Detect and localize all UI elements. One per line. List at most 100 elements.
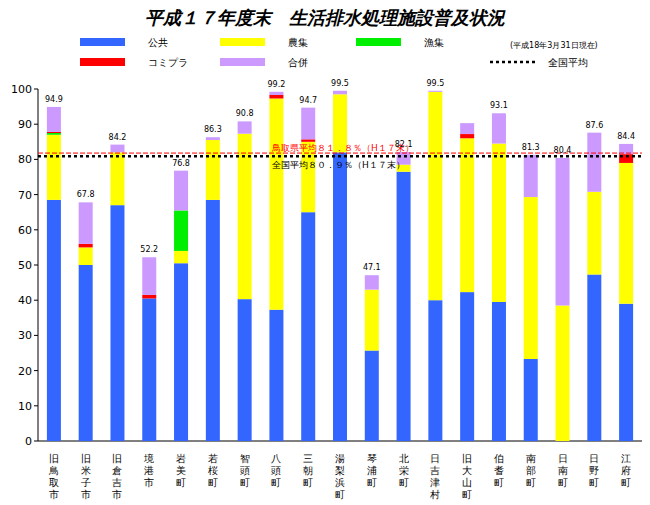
legend-swatch	[490, 61, 535, 64]
bar-segment	[428, 91, 442, 92]
x-tick-label: 伯耆町	[494, 453, 504, 488]
legend-swatch	[220, 58, 265, 66]
bar-segment	[587, 275, 601, 441]
total-label: 99.5	[426, 79, 444, 88]
x-tick-label: 境港市	[143, 453, 154, 488]
x-tick-char: 町	[526, 477, 536, 488]
bar-segment	[174, 251, 188, 263]
y-tick-label: 0	[25, 435, 32, 448]
bar-segment	[142, 257, 156, 295]
x-tick-label: 八頭町	[271, 453, 281, 488]
x-tick-char: 境	[143, 453, 154, 464]
x-tick-char: 智	[240, 453, 250, 464]
total-label: 76.8	[172, 159, 190, 168]
x-tick-char: 若	[208, 453, 218, 464]
bar-segment	[587, 192, 601, 275]
legend-swatch	[80, 58, 125, 66]
bar-segment	[269, 310, 283, 441]
x-tick-char: 津	[430, 477, 440, 488]
x-tick-label: 江府町	[621, 453, 631, 488]
x-tick-char: 市	[144, 477, 154, 488]
total-label: 94.7	[299, 96, 317, 105]
y-tick	[34, 124, 38, 125]
x-tick-char: 頭	[271, 465, 281, 476]
x-tick-char: 日	[589, 453, 599, 464]
x-tick-char: 旧	[81, 453, 91, 464]
bar-segment	[460, 123, 474, 134]
x-tick-label: 日南町	[558, 453, 568, 488]
chart: 平成１７年度末 生活排水処理施設普及状況(平成18年3月31日現在)公共農集漁集…	[0, 0, 650, 505]
bar-segment	[524, 155, 538, 197]
x-tick-char: 三	[303, 453, 313, 464]
x-tick-label: 湯梨浜町	[335, 453, 345, 500]
total-label: 93.1	[490, 101, 508, 110]
bar-segment	[524, 359, 538, 441]
bar-segment	[587, 133, 601, 192]
bar-segment	[110, 205, 124, 441]
x-tick-char: 伯	[494, 453, 504, 464]
subtitle: (平成18年3月31日現在)	[510, 41, 598, 50]
bar-segment	[79, 244, 93, 248]
reference-label: 鳥取県平均８１．８％（H１７末）	[271, 143, 414, 153]
legend-swatch	[220, 38, 265, 46]
bar-segment	[556, 158, 570, 305]
total-label: 82.1	[395, 140, 413, 149]
bar-segment	[79, 202, 93, 244]
bar-segment	[269, 99, 283, 310]
x-tick-char: 町	[558, 477, 568, 488]
y-tick-label: 60	[18, 224, 32, 237]
x-tick-char: 村	[429, 489, 440, 500]
bar-segment	[269, 92, 283, 95]
x-tick-char: 鳥	[48, 465, 59, 476]
bar-segment	[142, 295, 156, 299]
y-tick	[34, 441, 38, 442]
legend-swatch	[80, 38, 125, 46]
x-tick-char: 吉	[430, 465, 440, 476]
bar-segment	[238, 121, 252, 133]
bar-segment	[492, 302, 506, 441]
x-tick-char: 子	[81, 477, 91, 488]
x-tick-char: 府	[621, 465, 631, 476]
bar-segment	[142, 298, 156, 441]
total-label: 99.5	[331, 79, 349, 88]
bar-segment	[206, 200, 220, 441]
x-tick-char: 市	[112, 489, 122, 500]
x-tick-char: 山	[462, 477, 472, 488]
x-tick-char: 大	[462, 465, 472, 476]
x-tick-char: 町	[303, 477, 313, 488]
x-tick-char: 日	[558, 453, 568, 464]
x-tick-label: 琴浦町	[367, 453, 377, 488]
bar-segment	[333, 91, 347, 95]
bar-segment	[619, 304, 633, 441]
bar-segment	[269, 95, 283, 99]
y-tick-label: 10	[18, 400, 32, 413]
x-tick-char: 港	[144, 465, 154, 476]
x-tick-char: 吉	[112, 477, 122, 488]
y-tick-label: 70	[18, 189, 32, 202]
bar-segment	[428, 91, 442, 92]
x-tick-char: 南	[526, 453, 536, 464]
bar-segment	[460, 138, 474, 292]
y-tick	[34, 300, 38, 301]
y-tick-label: 100	[11, 83, 32, 96]
bar-segment	[301, 108, 315, 140]
legend-swatch	[356, 38, 401, 46]
total-label: 47.1	[363, 263, 381, 272]
x-tick-char: 浜	[335, 477, 345, 488]
y-tick-label: 80	[18, 153, 32, 166]
x-tick-char: 美	[176, 465, 186, 476]
x-tick-char: 町	[399, 477, 409, 488]
x-tick-char: 旧	[112, 453, 122, 464]
x-tick-char: 町	[462, 489, 472, 500]
total-label: 84.4	[617, 132, 635, 141]
x-tick-char: 八	[271, 453, 281, 464]
x-tick-char: 町	[367, 477, 377, 488]
x-tick-char: 取	[49, 477, 59, 488]
bar-segment	[428, 91, 442, 92]
legend-label: 合併	[288, 57, 308, 68]
x-tick-char: 町	[335, 489, 345, 500]
total-label: 99.2	[268, 80, 286, 89]
bar-segment	[301, 139, 315, 141]
y-tick-label: 50	[18, 259, 32, 272]
x-tick-char: 日	[430, 453, 440, 464]
